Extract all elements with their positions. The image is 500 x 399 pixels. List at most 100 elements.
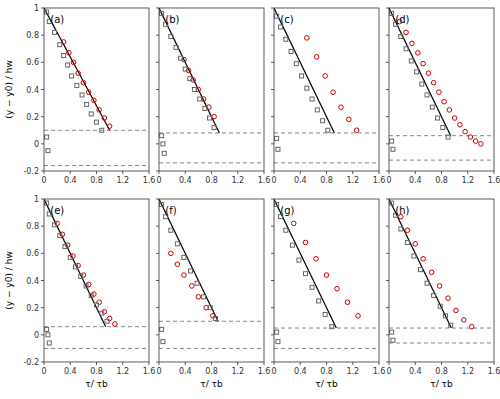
x-tick bbox=[185, 171, 186, 174]
circle-point bbox=[437, 90, 442, 95]
square-point bbox=[75, 83, 79, 87]
x-tick-label: 1.6 bbox=[143, 367, 156, 376]
x-tick bbox=[149, 362, 150, 365]
circle-point bbox=[437, 284, 442, 289]
y-tick bbox=[41, 280, 44, 281]
y-tick bbox=[156, 199, 159, 200]
circle-point bbox=[468, 135, 473, 140]
plot-area bbox=[389, 199, 494, 343]
x-tick-label: 1.6 bbox=[258, 176, 271, 185]
circle-point bbox=[347, 117, 352, 122]
x-tick bbox=[159, 362, 160, 365]
plot-frame bbox=[389, 8, 494, 171]
square-point bbox=[438, 304, 442, 308]
y-tick-label: 0.6 bbox=[26, 58, 39, 67]
x-tick-label: 0.8 bbox=[90, 367, 103, 376]
square-point bbox=[189, 269, 193, 273]
analytical-line bbox=[274, 8, 334, 133]
y-axis-label: (y − y0) / hw bbox=[4, 251, 14, 309]
square-point bbox=[85, 102, 89, 106]
panel: 00.40.81.21.6-0.200.20.40.60.81(e)τ/ τb(… bbox=[4, 195, 155, 389]
square-point bbox=[405, 240, 409, 244]
x-tick bbox=[44, 362, 45, 365]
square-point bbox=[95, 303, 99, 307]
square-point bbox=[169, 228, 173, 232]
square-point bbox=[275, 14, 279, 18]
square-point bbox=[46, 149, 50, 153]
square-point bbox=[305, 86, 309, 90]
square-point bbox=[208, 116, 212, 120]
square-point bbox=[279, 25, 283, 29]
x-tick-label: 0.4 bbox=[179, 176, 192, 185]
panel: 00.40.81.21.6(d) bbox=[386, 8, 500, 185]
square-point bbox=[174, 45, 178, 49]
x-tick bbox=[379, 171, 380, 174]
x-tick-label: 0.8 bbox=[205, 367, 218, 376]
x-tick bbox=[415, 171, 416, 174]
x-tick bbox=[352, 362, 353, 365]
x-tick-label: 0 bbox=[386, 176, 391, 185]
x-tick bbox=[211, 362, 212, 365]
square-point bbox=[58, 43, 62, 47]
square-point bbox=[446, 135, 450, 139]
square-point bbox=[46, 333, 50, 337]
square-point bbox=[420, 82, 424, 86]
x-tick-label: 1.6 bbox=[258, 367, 271, 376]
circle-point bbox=[405, 228, 410, 233]
circle-point bbox=[67, 51, 72, 56]
y-tick-label: 0.4 bbox=[26, 277, 39, 286]
circle-point bbox=[462, 318, 467, 323]
x-tick-label: 1.2 bbox=[231, 176, 244, 185]
circle-point bbox=[324, 273, 329, 278]
y-tick bbox=[41, 226, 44, 227]
square-point bbox=[169, 35, 173, 39]
y-tick bbox=[156, 35, 159, 36]
y-tick bbox=[386, 62, 389, 63]
y-tick-label: 0.8 bbox=[26, 222, 39, 231]
panel-label: (b) bbox=[165, 14, 179, 25]
reference-line bbox=[159, 348, 264, 349]
circle-point bbox=[305, 36, 310, 41]
circle-point bbox=[175, 262, 180, 267]
panel-label: (g) bbox=[280, 205, 294, 216]
square-point bbox=[74, 265, 78, 269]
y-tick bbox=[386, 253, 389, 254]
panel-label: (a) bbox=[50, 14, 64, 25]
square-point bbox=[84, 284, 88, 288]
y-tick bbox=[386, 171, 389, 172]
y-tick bbox=[156, 171, 159, 172]
x-tick bbox=[96, 362, 97, 365]
x-tick-label: 0 bbox=[271, 176, 276, 185]
y-tick bbox=[271, 280, 274, 281]
square-point bbox=[425, 93, 429, 97]
y-tick bbox=[386, 226, 389, 227]
circle-point bbox=[92, 98, 97, 103]
analytical-line bbox=[389, 199, 451, 328]
circle-point bbox=[55, 221, 60, 226]
x-tick bbox=[70, 171, 71, 174]
x-tick-label: 0.8 bbox=[320, 367, 333, 376]
panel-label: (h) bbox=[395, 205, 409, 216]
square-point bbox=[66, 63, 70, 67]
panel: 00.40.81.21.6(g)τ/ τb bbox=[271, 199, 385, 389]
panel-label: (c) bbox=[280, 14, 293, 25]
square-point bbox=[183, 67, 187, 71]
y-tick-label: 0.2 bbox=[26, 113, 39, 122]
circle-point bbox=[113, 322, 118, 327]
circle-point bbox=[331, 90, 336, 95]
circle-point bbox=[97, 108, 102, 113]
circle-point bbox=[71, 60, 76, 65]
y-tick bbox=[386, 143, 389, 144]
circle-point bbox=[102, 309, 107, 314]
x-tick-label: 0 bbox=[41, 367, 46, 376]
x-tick-label: 1.6 bbox=[373, 176, 386, 185]
square-point bbox=[58, 234, 62, 238]
square-point bbox=[45, 201, 49, 205]
square-point bbox=[53, 30, 57, 34]
reference-line bbox=[274, 348, 379, 349]
reference-line bbox=[44, 130, 149, 131]
circle-point bbox=[314, 55, 319, 60]
x-tick-label: 1.2 bbox=[346, 367, 359, 376]
y-axis-label: (y − y0) / hw bbox=[4, 60, 14, 118]
y-tick bbox=[386, 89, 389, 90]
